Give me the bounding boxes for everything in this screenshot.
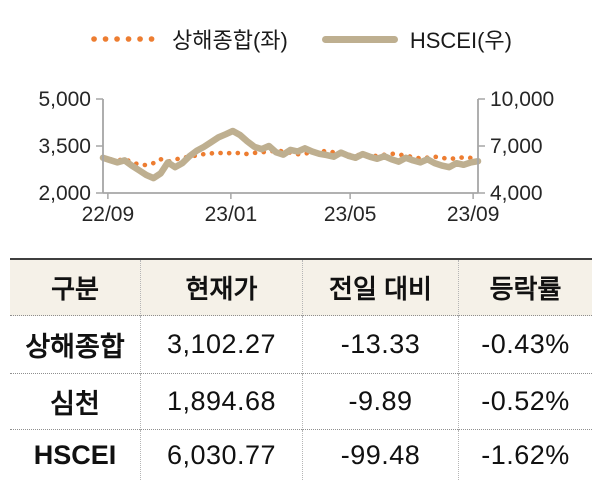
row-shanghai-name: 상해종합	[10, 316, 140, 374]
row-shenzhen-pct: -0.52%	[458, 374, 592, 430]
svg-text:7,000: 7,000	[490, 135, 543, 158]
svg-text:23/05: 23/05	[324, 203, 377, 226]
legend-label-shanghai: 상해종합(좌)	[172, 28, 288, 53]
hscei-solid-line-icon	[321, 35, 398, 43]
svg-text:22/09: 22/09	[82, 203, 135, 226]
svg-text:2,000: 2,000	[38, 182, 91, 205]
row-shanghai-change: -13.33	[302, 316, 458, 374]
col-header-price: 현재가	[140, 260, 302, 316]
row-shenzhen-name: 심천	[10, 374, 140, 430]
row-shanghai-pct: -0.43%	[458, 316, 592, 374]
row-hscei-price: 6,030.77	[140, 430, 302, 480]
row-shanghai-price: 3,102.27	[140, 316, 302, 374]
svg-text:23/01: 23/01	[205, 203, 258, 226]
row-shenzhen-price: 1,894.68	[140, 374, 302, 430]
row-hscei-change: -99.48	[302, 430, 458, 480]
svg-text:3,500: 3,500	[38, 135, 91, 158]
dual-axis-line-chart: 5,000 3,500 2,000 10,000 7,000 4,000 22/09 23/0…	[38, 88, 554, 226]
row-hscei-pct: -1.62%	[458, 430, 592, 480]
shanghai-dotted-line-icon	[91, 36, 159, 42]
svg-text:10,000: 10,000	[490, 88, 554, 111]
chart-legend: 상해종합(좌) HSCEI(우)	[90, 27, 512, 53]
legend-label-hscei: HSCEI(우)	[409, 28, 512, 53]
index-quote-table: 구분 현재가 전일 대비 등락률 상해종합 3,102.27 -13.33 -0…	[10, 258, 592, 480]
row-hscei-name: HSCEI	[10, 430, 140, 480]
svg-text:4,000: 4,000	[490, 182, 543, 205]
svg-text:23/09: 23/09	[447, 203, 500, 226]
svg-text:5,000: 5,000	[38, 88, 91, 111]
col-header-pct: 등락률	[458, 260, 592, 316]
col-header-change: 전일 대비	[302, 260, 458, 316]
col-header-category: 구분	[10, 260, 140, 316]
row-shenzhen-change: -9.89	[302, 374, 458, 430]
